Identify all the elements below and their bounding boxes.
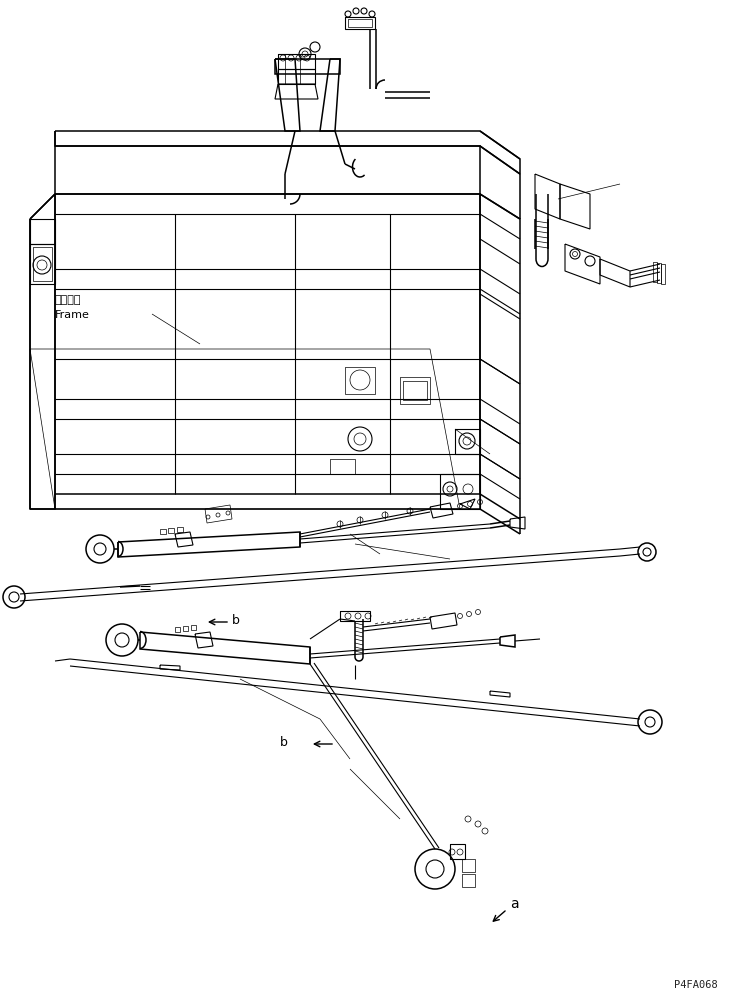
Text: フレーム: フレーム: [55, 295, 82, 305]
Bar: [177, 527, 183, 532]
Bar: [191, 625, 196, 630]
Text: b: b: [232, 613, 240, 626]
Bar: [183, 626, 188, 631]
Text: b: b: [280, 734, 288, 747]
Bar: [160, 529, 166, 534]
Text: Frame: Frame: [55, 310, 90, 320]
Bar: [175, 627, 180, 632]
Bar: [168, 528, 174, 533]
Text: a: a: [493, 896, 519, 921]
Text: P4FA068: P4FA068: [674, 979, 718, 989]
